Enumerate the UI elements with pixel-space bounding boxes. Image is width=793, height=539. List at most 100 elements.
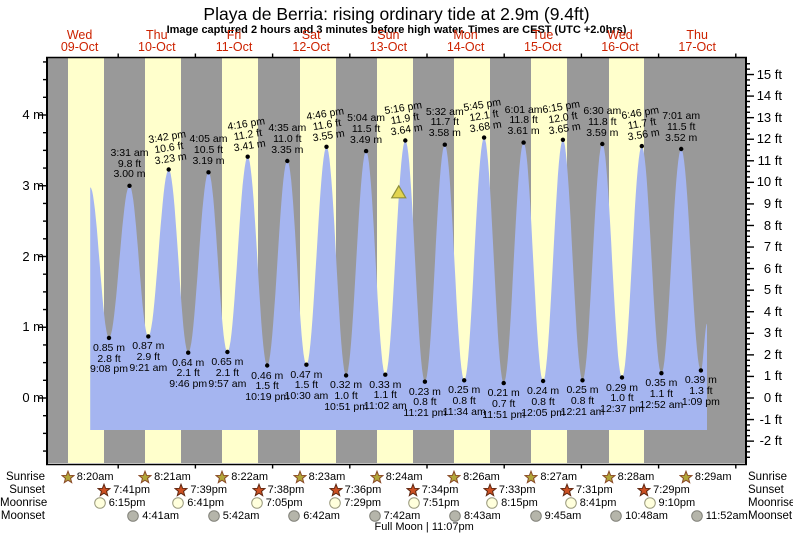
sunrise-time: 8:27am xyxy=(540,471,578,483)
tide-low-label: 0.29 m 1.0 ft 12:37 pm xyxy=(600,381,644,416)
feet-axis-label: 5 ft xyxy=(763,282,782,298)
moonrise-entry: 7:05pm xyxy=(250,496,303,510)
sunrise-row-label: Sunrise xyxy=(6,471,45,483)
sunrise-icon xyxy=(138,470,153,484)
sunset-row-label: Sunset xyxy=(9,484,45,496)
tide-extreme-dot xyxy=(698,368,704,373)
moonrise-time: 6:41pm xyxy=(187,497,224,509)
sunset-entry: 7:36pm xyxy=(328,483,381,497)
tide-low-label: 0.25 m 0.8 ft 11:34 am xyxy=(442,384,486,418)
moonset-icon xyxy=(127,510,140,522)
sunrise-icon xyxy=(60,470,75,484)
moonrise-icon xyxy=(486,497,498,509)
moonset-time: 8:43am xyxy=(464,510,501,522)
tide-extreme-dot xyxy=(560,137,566,142)
sunrise-time: 8:21am xyxy=(154,471,191,483)
moonrise-row-label: Moonrise xyxy=(0,497,48,509)
tide-extreme-dot xyxy=(619,375,625,380)
moonset-icon xyxy=(690,510,703,522)
tide-curve xyxy=(90,135,707,430)
tide-high-label: 6:30 am 11.8 ft 3.59 m xyxy=(583,105,622,139)
date-label: Thu 10-Oct xyxy=(138,28,176,54)
moonset-entry: 6:42am xyxy=(287,509,340,523)
tide-extreme-dot xyxy=(186,350,191,355)
sunset-icon xyxy=(405,483,420,497)
moonset-entry: 5:42am xyxy=(207,509,259,523)
tide-low-label: 0.65 m 2.1 ft 9:57 am xyxy=(208,356,247,390)
sunrise-icon xyxy=(447,470,462,484)
tide-low-label: 0.24 m 0.8 ft 12:05 pm xyxy=(521,385,565,419)
tide-extreme-dot xyxy=(462,378,467,383)
moonset-row-label: Moonset xyxy=(748,510,793,522)
moonset-time: 4:41am xyxy=(142,510,179,522)
page-title: Playa de Berria: rising ordinary tide at… xyxy=(203,4,590,24)
moonset-icon xyxy=(610,510,622,522)
sunset-time: 7:41pm xyxy=(113,484,150,496)
moonrise-entry: 9:10pm xyxy=(643,496,695,510)
feet-axis-label: 2 ft xyxy=(763,346,782,362)
tide-extreme-dot xyxy=(285,158,290,164)
tide-extreme-dot xyxy=(225,349,230,355)
tide-low-label: 0.46 m 1.5 ft 10:19 pm xyxy=(245,369,290,404)
tide-low-label: 0.23 m 0.8 ft 11:21 pm xyxy=(403,385,447,420)
sunrise-time: 8:29am xyxy=(694,471,732,483)
feet-axis-label: 3 ft xyxy=(763,325,782,341)
date-label: Mon 14-Oct xyxy=(446,28,485,54)
tide-extreme-dot xyxy=(245,154,250,159)
tide-high-label: 4:35 am 11.0 ft 3.35 m xyxy=(268,122,307,156)
tide-low-label: 0.21 m 0.7 ft 11:51 pm xyxy=(482,387,526,421)
sunset-icon xyxy=(251,483,266,497)
feet-axis-label: 4 ft xyxy=(763,303,782,319)
sunset-time: 7:33pm xyxy=(498,484,536,496)
tide-high-label: 6:01 am 11.8 ft 3.61 m xyxy=(504,103,543,138)
moonrise-entry: 6:15pm xyxy=(93,496,146,510)
sunrise-entry: 8:26am xyxy=(447,470,500,484)
sunrise-icon xyxy=(601,470,616,484)
tide-extreme-dot xyxy=(442,142,447,147)
sunrise-entry: 8:27am xyxy=(524,470,577,484)
tide-low-label: 0.47 m 1.5 ft 10:30 am xyxy=(284,368,329,403)
date-label: Sat 12-Oct xyxy=(292,28,330,54)
tide-extreme-dot xyxy=(324,144,329,149)
tide-extreme-dot xyxy=(363,148,369,154)
sunset-time: 7:39pm xyxy=(190,484,228,496)
moonrise-icon xyxy=(172,497,185,509)
moonrise-time: 8:41pm xyxy=(579,497,617,509)
moonset-entry: 9:45am xyxy=(529,509,581,523)
meter-axis-label: 3 m xyxy=(22,177,44,193)
feet-axis-label: 11 ft xyxy=(757,152,782,168)
moonrise-icon xyxy=(407,497,420,509)
sunrise-entry: 8:23am xyxy=(292,470,346,484)
sunset-entry: 7:33pm xyxy=(482,483,536,497)
tide-high-label: 4:05 am 10.5 ft 3.19 m xyxy=(189,133,228,167)
sunset-entry: 7:39pm xyxy=(174,483,227,497)
moonrise-entry: 7:29pm xyxy=(328,496,381,510)
tide-low-label: 0.32 m 1.0 ft 10:51 pm xyxy=(324,379,368,413)
feet-axis-label: 14 ft xyxy=(756,88,782,104)
tide-extreme-dot xyxy=(600,141,605,147)
tide-extreme-dot xyxy=(481,135,487,140)
tide-extreme-dot xyxy=(679,146,684,152)
tide-extreme-dot xyxy=(659,371,664,376)
sunset-time: 7:34pm xyxy=(421,484,459,496)
moonrise-icon xyxy=(564,497,577,509)
tide-extreme-dot xyxy=(127,183,132,188)
tide-extreme-dot xyxy=(304,362,309,367)
sunset-time: 7:31pm xyxy=(576,484,613,496)
moonrise-time: 6:15pm xyxy=(108,497,146,509)
tide-water-area xyxy=(90,137,707,430)
sunset-row-label: Sunset xyxy=(748,484,784,496)
sunrise-time: 8:23am xyxy=(308,471,346,483)
tide-extreme-dot xyxy=(540,378,546,384)
sunset-icon xyxy=(174,483,189,497)
sunrise-icon xyxy=(524,470,539,484)
moonset-icon xyxy=(368,510,381,522)
sunrise-entry: 8:21am xyxy=(138,470,191,484)
tide-extreme-dot xyxy=(343,373,349,378)
sunset-entry: 7:38pm xyxy=(251,483,304,497)
date-label: Wed 09-Oct xyxy=(60,28,99,54)
moonrise-entry: 8:15pm xyxy=(485,496,538,510)
tide-extreme-dot xyxy=(383,372,388,377)
moonrise-time: 7:51pm xyxy=(422,497,460,509)
